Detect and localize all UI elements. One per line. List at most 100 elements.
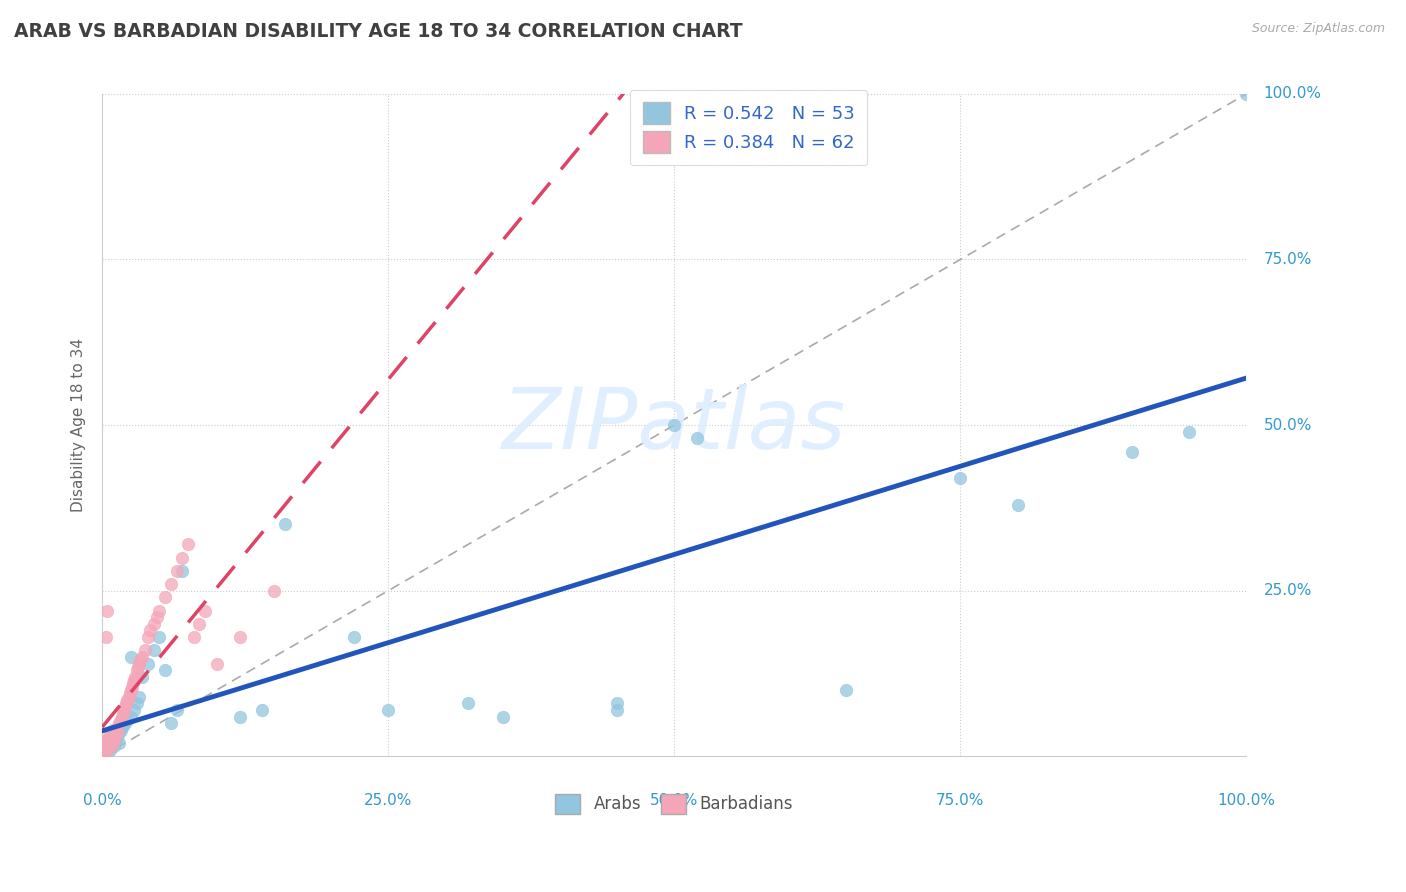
Point: [686, 431, 709, 445]
Point: [112, 703, 135, 717]
Point: [97, 742, 120, 756]
Point: [98, 739, 121, 754]
Point: [148, 603, 170, 617]
Point: [136, 657, 159, 671]
Point: [343, 630, 366, 644]
Point: [120, 683, 142, 698]
Text: 25.0%: 25.0%: [1264, 583, 1312, 599]
Point: [111, 719, 134, 733]
Point: [94, 736, 117, 750]
Text: 50.0%: 50.0%: [650, 793, 699, 807]
Point: [105, 726, 128, 740]
Text: 100.0%: 100.0%: [1264, 87, 1322, 102]
Point: [98, 736, 121, 750]
Point: [120, 649, 142, 664]
Point: [104, 732, 127, 747]
Point: [101, 736, 124, 750]
Point: [146, 610, 169, 624]
Point: [105, 730, 128, 744]
Point: [108, 726, 131, 740]
Point: [103, 732, 125, 747]
Point: [139, 624, 162, 638]
Point: [98, 736, 121, 750]
Point: [100, 739, 122, 754]
Text: 75.0%: 75.0%: [936, 793, 984, 807]
Point: [188, 616, 211, 631]
Point: [97, 742, 120, 756]
Point: [122, 673, 145, 687]
Text: 75.0%: 75.0%: [1264, 252, 1312, 267]
Point: [103, 732, 125, 747]
Point: [228, 630, 250, 644]
Point: [114, 699, 136, 714]
Text: Source: ZipAtlas.com: Source: ZipAtlas.com: [1251, 22, 1385, 36]
Point: [835, 683, 858, 698]
Point: [160, 716, 183, 731]
Point: [172, 550, 194, 565]
Point: [166, 564, 188, 578]
Point: [122, 676, 145, 690]
Point: [98, 739, 121, 754]
Legend: Arabs, Barbadians: Arabs, Barbadians: [548, 787, 800, 821]
Point: [136, 630, 159, 644]
Point: [166, 703, 188, 717]
Point: [128, 690, 150, 704]
Point: [194, 603, 217, 617]
Point: [98, 730, 121, 744]
Point: [96, 603, 118, 617]
Point: [115, 696, 138, 710]
Point: [117, 690, 139, 704]
Text: 0.0%: 0.0%: [83, 793, 121, 807]
Point: [96, 739, 118, 754]
Point: [124, 670, 146, 684]
Point: [101, 723, 124, 737]
Point: [96, 736, 118, 750]
Point: [263, 583, 285, 598]
Y-axis label: Disability Age 18 to 34: Disability Age 18 to 34: [72, 338, 86, 512]
Text: 25.0%: 25.0%: [364, 793, 412, 807]
Point: [125, 696, 148, 710]
Point: [96, 739, 118, 754]
Point: [177, 537, 200, 551]
Point: [108, 736, 131, 750]
Point: [117, 713, 139, 727]
Point: [128, 657, 150, 671]
Point: [98, 742, 121, 756]
Point: [142, 643, 165, 657]
Point: [98, 732, 121, 747]
Point: [153, 663, 176, 677]
Point: [205, 657, 228, 671]
Point: [1234, 87, 1257, 101]
Point: [107, 719, 129, 733]
Point: [100, 730, 122, 744]
Point: [93, 739, 115, 754]
Point: [118, 686, 141, 700]
Point: [160, 577, 183, 591]
Point: [274, 517, 297, 532]
Point: [104, 730, 127, 744]
Point: [127, 660, 149, 674]
Point: [122, 703, 145, 717]
Point: [117, 693, 139, 707]
Point: [125, 663, 148, 677]
Point: [492, 709, 515, 723]
Point: [97, 732, 120, 747]
Text: ARAB VS BARBADIAN DISABILITY AGE 18 TO 34 CORRELATION CHART: ARAB VS BARBADIAN DISABILITY AGE 18 TO 3…: [14, 22, 742, 41]
Point: [129, 653, 152, 667]
Text: 50.0%: 50.0%: [1264, 417, 1312, 433]
Point: [93, 736, 115, 750]
Point: [121, 680, 143, 694]
Point: [103, 726, 125, 740]
Point: [110, 723, 132, 737]
Point: [101, 736, 124, 750]
Point: [252, 703, 274, 717]
Point: [94, 742, 117, 756]
Point: [1121, 444, 1143, 458]
Point: [104, 723, 127, 737]
Point: [93, 742, 115, 756]
Point: [104, 730, 127, 744]
Point: [664, 418, 686, 433]
Text: 100.0%: 100.0%: [1218, 793, 1275, 807]
Point: [97, 736, 120, 750]
Point: [111, 706, 134, 721]
